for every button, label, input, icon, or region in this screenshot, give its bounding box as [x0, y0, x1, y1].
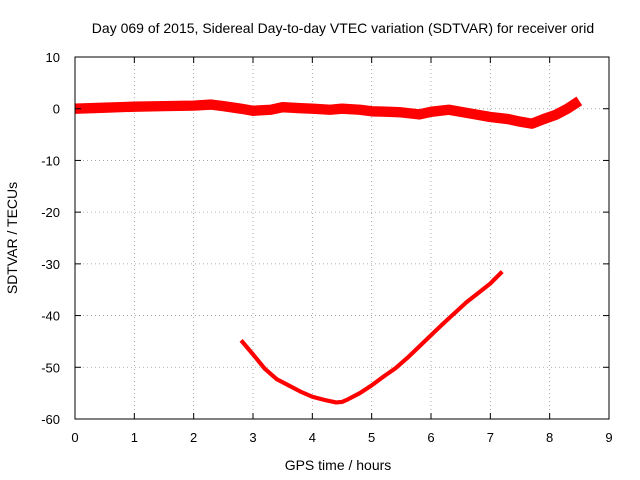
data-series [74, 96, 583, 405]
series-line-upper-band [74, 96, 583, 129]
x-tick-labels: 0 1 2 3 4 5 6 7 8 9 [71, 430, 612, 445]
y-tick-label: -10 [41, 153, 60, 168]
x-tick-label: 2 [190, 430, 197, 445]
y-axis-label: SDTVAR / TECUs [4, 182, 20, 294]
y-tick-label: -20 [41, 205, 60, 220]
x-axis-label: GPS time / hours [285, 457, 392, 473]
chart-title: Day 069 of 2015, Sidereal Day-to-day VTE… [92, 20, 594, 36]
y-tick-label: 10 [46, 50, 60, 65]
x-tick-label: 8 [546, 430, 553, 445]
x-tick-label: 9 [605, 430, 612, 445]
x-tick-label: 0 [71, 430, 78, 445]
plot-frame [74, 56, 610, 420]
series-line-lower-arc [239, 270, 504, 405]
y-tick-label: -50 [41, 360, 60, 375]
x-tick-label: 1 [131, 430, 138, 445]
y-tick-label: -60 [41, 412, 60, 427]
axis-ticks [74, 56, 610, 420]
y-tick-labels: -60 -50 -40 -30 -20 -10 0 10 [41, 50, 60, 427]
y-tick-label: 0 [53, 102, 60, 117]
y-tick-label: -30 [41, 257, 60, 272]
x-tick-label: 6 [427, 430, 434, 445]
y-tick-label: -40 [41, 309, 60, 324]
x-tick-label: 5 [368, 430, 375, 445]
x-tick-label: 3 [249, 430, 256, 445]
x-tick-label: 4 [309, 430, 316, 445]
x-tick-label: 7 [487, 430, 494, 445]
